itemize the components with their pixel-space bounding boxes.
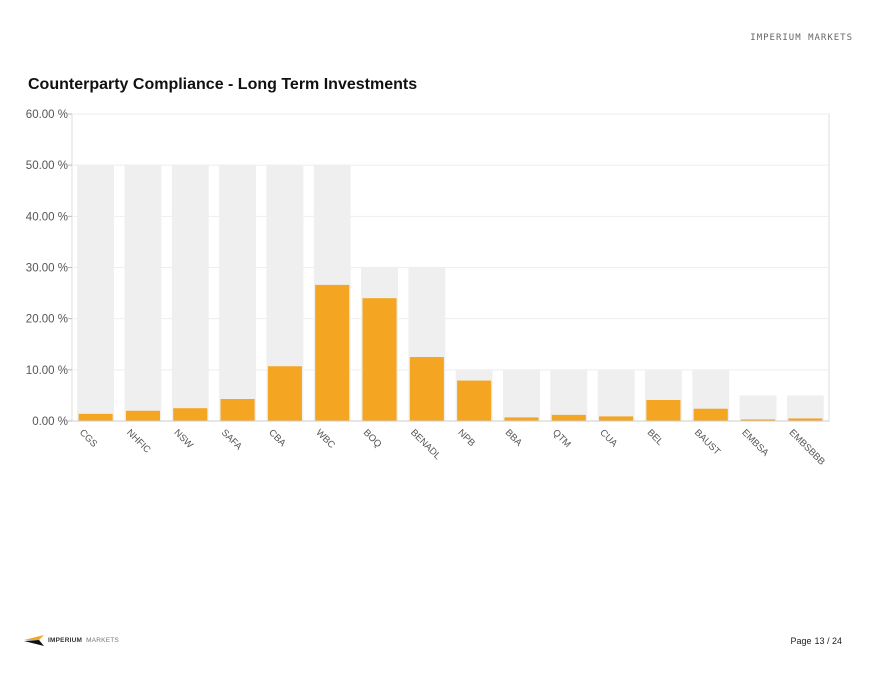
limit-bar-nhfic — [124, 165, 162, 421]
limit-bar-cua — [597, 369, 635, 421]
actual-bar-qtm — [551, 414, 586, 421]
footer-brand-strong: IMPERIUM — [48, 637, 83, 644]
x-tick-label: CBA — [266, 427, 288, 449]
x-tick-label: CUA — [597, 427, 619, 449]
x-tick-label: BBA — [503, 427, 525, 449]
y-tick-label: 30.00 % — [26, 263, 68, 275]
x-tick-label: SAFA — [219, 427, 244, 452]
y-tick-label: 50.00 % — [26, 160, 68, 172]
x-tick-label: NSW — [172, 427, 195, 450]
x-tick-label: BENADL — [408, 427, 443, 462]
actual-bar-wbc — [315, 284, 350, 421]
x-tick-label: BOQ — [361, 427, 384, 450]
actual-bar-cua — [599, 416, 634, 421]
limit-bar-safa — [219, 165, 257, 421]
actual-bar-boq — [362, 298, 397, 421]
x-tick-label: WBC — [314, 427, 338, 451]
y-tick-label: 60.00 % — [26, 109, 68, 121]
y-tick-label: 40.00 % — [26, 211, 68, 223]
actual-bar-bel — [646, 400, 681, 421]
chart-title: Counterparty Compliance - Long Term Inve… — [28, 76, 418, 93]
x-tick-label: QTM — [550, 427, 573, 450]
imperium-markets-logo-footer: IMPERIUM MARKETS — [24, 635, 119, 646]
limit-bar-nsw — [171, 165, 209, 421]
actual-bar-nsw — [173, 408, 208, 421]
limit-bar-cgs — [77, 165, 115, 421]
x-tick-label: BEL — [645, 427, 665, 447]
x-tick-label: EMBSBBB — [787, 427, 827, 467]
actual-bar-cba — [267, 366, 302, 421]
actual-bar-baust — [693, 408, 728, 421]
actual-bar-bba — [504, 417, 539, 421]
limit-bar-qtm — [550, 369, 588, 421]
page-label: Page — [790, 636, 812, 646]
actual-bar-embsa — [740, 419, 776, 421]
limit-bar-bba — [503, 369, 540, 421]
imperium-arrow-icon — [24, 635, 44, 646]
x-tick-label: NHFIC — [124, 427, 152, 455]
limit-bar-embsa — [739, 395, 777, 421]
imperium-markets-logo-top: IMPERIUM MARKETS — [750, 33, 853, 43]
actual-bar-nhfic — [125, 410, 161, 421]
limit-bar-embsbbb — [786, 395, 824, 421]
footer-brand-light: MARKETS — [86, 637, 119, 644]
y-tick-label: 20.00 % — [26, 314, 68, 326]
actual-bar-safa — [220, 398, 255, 421]
actual-bar-benadl — [409, 357, 444, 421]
page-number: Page 13 / 24 — [790, 636, 842, 646]
x-tick-label: BAUST — [692, 427, 722, 457]
actual-bar-npb — [457, 380, 492, 421]
x-tick-label: EMBSA — [739, 427, 771, 459]
x-tick-label: CGS — [77, 427, 99, 449]
y-tick-label: 0.00 % — [32, 416, 68, 428]
y-tick-label: 10.00 % — [26, 365, 68, 377]
x-tick-label: NPB — [455, 427, 477, 449]
page-count: 13 / 24 — [814, 636, 842, 646]
actual-bar-cgs — [78, 413, 113, 421]
actual-bar-embsbbb — [788, 418, 823, 421]
